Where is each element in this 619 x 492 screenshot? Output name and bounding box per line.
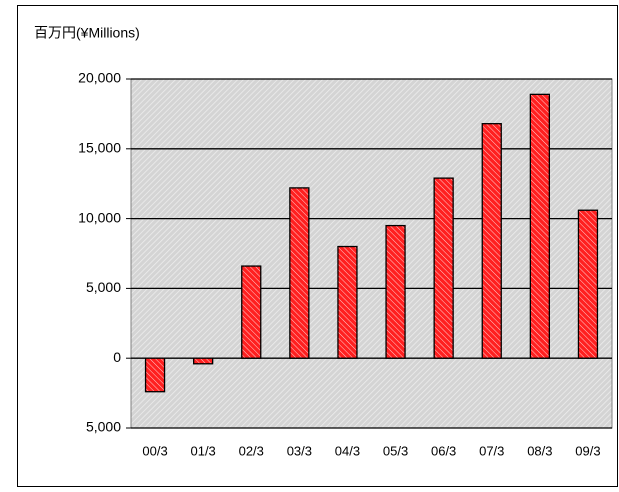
y-tick-label: 20,000 [78, 70, 121, 86]
bar [337, 245, 358, 359]
y-tick-label: 15,000 [78, 140, 121, 156]
x-tick-label: 08/3 [527, 443, 552, 458]
bar [289, 187, 310, 359]
bar [433, 177, 454, 359]
y-tick-label: 5,000 [86, 419, 121, 435]
x-tick-label: 05/3 [383, 443, 408, 458]
y-tick-label: 10,000 [78, 209, 121, 225]
x-tick-label: 09/3 [575, 443, 600, 458]
bar [577, 209, 599, 359]
bar [241, 265, 262, 359]
bar [529, 93, 550, 359]
x-tick-label: 01/3 [190, 443, 215, 458]
bar [192, 357, 214, 365]
x-tick-label: 04/3 [335, 443, 360, 458]
x-tick-label: 00/3 [142, 443, 167, 458]
x-tick-label: 03/3 [287, 443, 312, 458]
bar [385, 224, 406, 359]
bar [144, 357, 166, 393]
y-tick-label: 5,000 [86, 279, 121, 295]
x-tick-label: 07/3 [479, 443, 504, 458]
y-axis-label: 百万円(¥Millions) [34, 25, 140, 41]
x-tick-label: 02/3 [239, 443, 264, 458]
bar [481, 123, 502, 359]
x-tick-label: 06/3 [431, 443, 456, 458]
y-tick-label: 0 [113, 349, 121, 365]
